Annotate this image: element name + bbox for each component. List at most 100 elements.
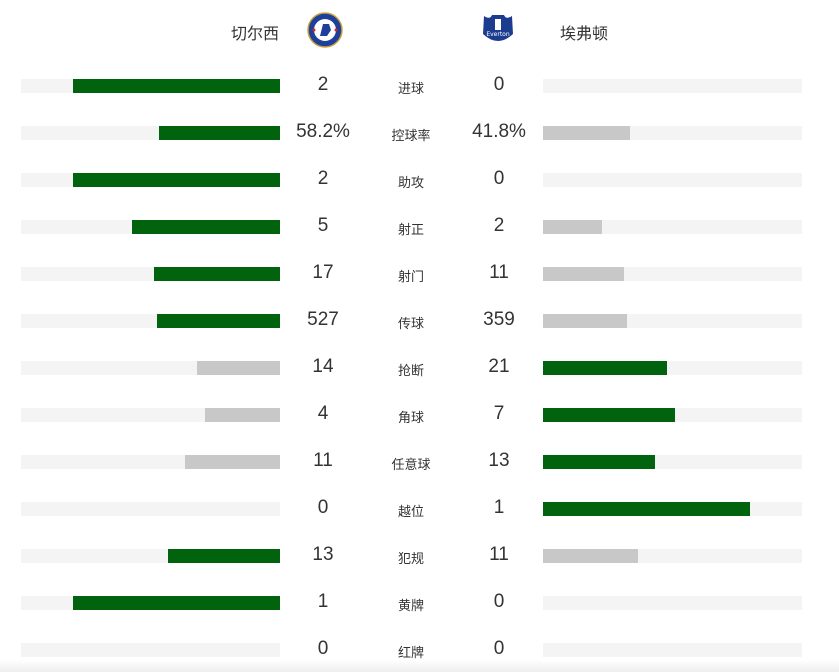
home-bar-fill — [72, 596, 280, 610]
home-bar-fill — [185, 455, 280, 469]
home-bar-track — [21, 79, 280, 93]
away-value: 41.8% — [472, 121, 526, 142]
home-value: 2 — [317, 168, 329, 189]
home-value: 17 — [312, 262, 334, 283]
away-value: 21 — [488, 356, 510, 377]
stat-label: 犯规 — [397, 551, 424, 566]
match-header: 切尔西 Everton 埃弗顿 — [0, 0, 839, 64]
away-value: 1 — [493, 497, 505, 518]
stat-label: 任意球 — [391, 457, 431, 472]
home-bar-fill — [72, 79, 280, 93]
away-bar-track — [543, 361, 802, 375]
home-bar-track — [21, 455, 280, 469]
away-bar-fill — [543, 220, 603, 234]
away-bar-track — [543, 126, 802, 140]
stat-label: 射正 — [397, 222, 424, 237]
home-bar-fill — [72, 173, 280, 187]
stat-row: 17 射门 11 — [0, 259, 839, 289]
stat-row: 0 越位 1 — [0, 494, 839, 524]
away-value: 2 — [493, 215, 505, 236]
stat-row: 14 抢断 21 — [0, 353, 839, 383]
home-bar-fill — [204, 408, 280, 422]
bottom-fade — [0, 660, 839, 672]
home-bar-track — [21, 267, 280, 281]
stat-label: 传球 — [397, 316, 424, 331]
stat-label: 抢断 — [397, 363, 424, 378]
home-bar-track — [21, 596, 280, 610]
home-value: 13 — [312, 544, 334, 565]
stat-row: 58.2% 控球率 41.8% — [0, 118, 839, 148]
chelsea-crest-icon — [307, 12, 343, 48]
everton-crest-icon: Everton — [483, 15, 513, 41]
away-bar-track — [543, 596, 802, 610]
away-bar-track — [543, 455, 802, 469]
home-bar-track — [21, 126, 280, 140]
away-bar-track — [543, 220, 802, 234]
stat-label: 角球 — [397, 410, 424, 425]
home-value: 11 — [313, 450, 333, 471]
away-bar-fill — [543, 267, 625, 281]
away-bar-track — [543, 79, 802, 93]
home-value: 4 — [317, 403, 329, 424]
home-bar-fill — [154, 267, 280, 281]
home-bar-track — [21, 502, 280, 516]
home-bar-fill — [167, 549, 280, 563]
home-value: 0 — [317, 638, 329, 659]
away-bar-track — [543, 502, 802, 516]
away-value: 0 — [493, 168, 505, 189]
stat-label: 助攻 — [397, 175, 424, 190]
home-bar-track — [21, 549, 280, 563]
stat-row: 5 射正 2 — [0, 212, 839, 242]
stat-label: 越位 — [397, 504, 424, 519]
away-value: 13 — [488, 450, 510, 471]
stat-row: 11 任意球 13 — [0, 447, 839, 477]
away-bar-track — [543, 173, 802, 187]
home-value: 14 — [312, 356, 334, 377]
away-bar-fill — [543, 126, 630, 140]
stat-label: 进球 — [397, 81, 424, 96]
home-value: 58.2% — [296, 121, 350, 142]
away-value: 359 — [483, 309, 515, 330]
home-bar-track — [21, 361, 280, 375]
stat-row: 4 角球 7 — [0, 400, 839, 430]
home-value: 2 — [317, 74, 329, 95]
stat-label: 红牌 — [397, 645, 424, 660]
stat-label: 黄牌 — [397, 598, 424, 613]
home-bar-track — [21, 643, 280, 657]
home-value: 527 — [307, 309, 339, 330]
stat-row: 1 黄牌 0 — [0, 588, 839, 618]
home-bar-fill — [197, 361, 280, 375]
away-bar-fill — [543, 408, 675, 422]
home-bar-fill — [156, 314, 280, 328]
away-bar-track — [543, 408, 802, 422]
home-bar-track — [21, 173, 280, 187]
away-team-name: 埃弗顿 — [560, 26, 609, 43]
svg-text:Everton: Everton — [486, 31, 510, 38]
away-bar-fill — [543, 455, 656, 469]
away-bar-track — [543, 314, 802, 328]
away-bar-track — [543, 643, 802, 657]
away-bar-fill — [543, 549, 638, 563]
away-value: 0 — [493, 74, 505, 95]
home-bar-fill — [159, 126, 280, 140]
away-value: 11 — [489, 262, 509, 283]
away-bar-fill — [543, 361, 668, 375]
stat-row: 527 传球 359 — [0, 306, 839, 336]
home-bar-track — [21, 220, 280, 234]
home-bar-track — [21, 408, 280, 422]
stat-label: 控球率 — [391, 128, 431, 143]
away-value: 11 — [489, 544, 509, 565]
home-bar-fill — [132, 220, 280, 234]
away-value: 0 — [493, 638, 505, 659]
away-value: 7 — [493, 403, 505, 424]
home-team-name: 切尔西 — [231, 26, 280, 43]
home-value: 5 — [317, 215, 329, 236]
home-value: 0 — [317, 497, 329, 518]
away-bar-fill — [543, 314, 627, 328]
away-bar-fill — [543, 502, 751, 516]
stat-label: 射门 — [397, 269, 424, 284]
home-value: 1 — [317, 591, 329, 612]
away-value: 0 — [493, 591, 505, 612]
away-bar-track — [543, 267, 802, 281]
stat-row: 2 助攻 0 — [0, 165, 839, 195]
